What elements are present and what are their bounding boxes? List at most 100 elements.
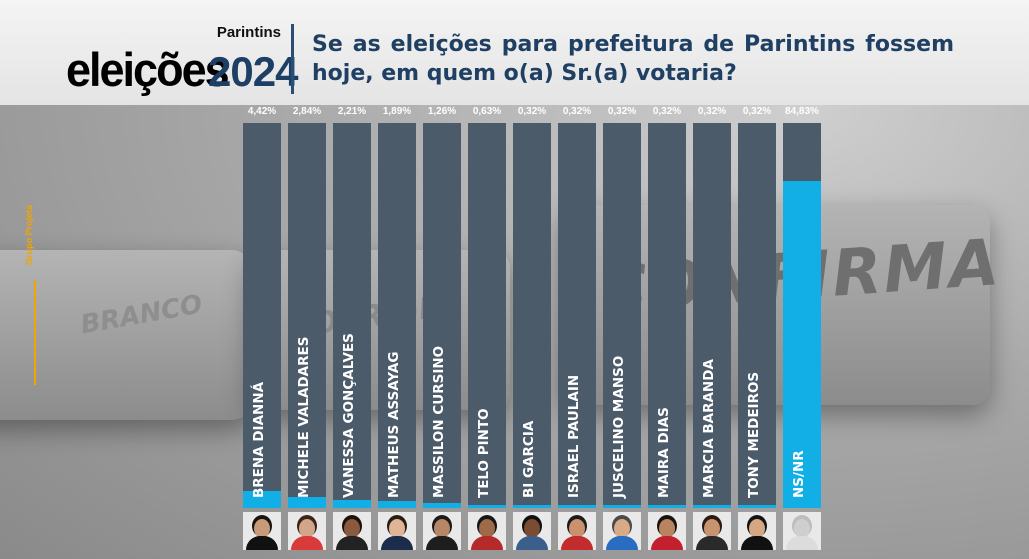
bar-track: ISRAEL PAULAIN: [558, 123, 596, 508]
data-label: 0,32%: [742, 106, 772, 117]
source-line: [34, 280, 36, 385]
bar-track: MATHEUS ASSAYAG: [378, 123, 416, 508]
brand-word: eleições: [66, 42, 230, 97]
bar: [243, 490, 281, 508]
bar-track: TONY MEDEIROS: [738, 123, 776, 508]
photo-body: [741, 536, 773, 550]
category-label: MASSILON CURSINO: [431, 345, 447, 498]
bar-track: MICHELE VALADARES: [288, 123, 326, 508]
photo-face: [254, 519, 270, 538]
photo-face: [569, 519, 585, 538]
data-label: 0,32%: [652, 106, 682, 117]
voting-key-left: [0, 250, 250, 420]
photo-body: [651, 536, 683, 550]
photo-body: [426, 536, 458, 550]
bar-track: MASSILON CURSINO: [423, 123, 461, 508]
category-label: JUSCELINO MANSO: [611, 355, 627, 498]
data-label: 4,42%: [247, 106, 277, 117]
photo-face: [389, 519, 405, 538]
candidate-photo: [288, 512, 326, 550]
bar: [288, 497, 326, 508]
bar: [558, 505, 596, 508]
bar: [603, 505, 641, 508]
photo-body: [696, 536, 728, 550]
candidate-photo: [333, 512, 371, 550]
bar-track: JUSCELINO MANSO: [603, 123, 641, 508]
bar-track: BI GARCIA: [513, 123, 551, 508]
data-label: 0,32%: [517, 106, 547, 117]
bar-track: MARCIA BARANDA: [693, 123, 731, 508]
candidate-photo: [378, 512, 416, 550]
category-label: MAIRA DIAS: [656, 407, 672, 498]
photo-body: [786, 536, 818, 550]
bar-track: VANESSA GONÇALVES: [333, 123, 371, 508]
bar: [783, 181, 821, 508]
photo-body: [606, 536, 638, 550]
photo-body: [516, 536, 548, 550]
data-label: 0,63%: [472, 106, 502, 117]
data-label: 2,21%: [337, 106, 367, 117]
photo-face: [749, 519, 765, 538]
bar: [333, 499, 371, 508]
data-label: 0,32%: [697, 106, 727, 117]
candidate-photo: [513, 512, 551, 550]
photo-body: [561, 536, 593, 550]
data-label: 1,89%: [382, 106, 412, 117]
brand-logo: Parintins eleições 2024: [66, 24, 298, 97]
bar: [693, 505, 731, 508]
bar: [468, 505, 506, 508]
photo-face: [659, 519, 675, 538]
photo-body: [291, 536, 323, 550]
photo-face: [344, 519, 360, 538]
header-divider: [291, 24, 294, 94]
category-label: TELO PINTO: [476, 408, 492, 498]
category-label: ISRAEL PAULAIN: [566, 374, 582, 498]
photo-face: [704, 519, 720, 538]
photo-face: [479, 519, 495, 538]
bar: [513, 505, 551, 508]
bar: [738, 505, 776, 508]
category-label: BRENA DIANNÁ: [251, 381, 267, 498]
category-label: BI GARCIA: [521, 420, 537, 498]
bar: [648, 505, 686, 508]
candidate-photo: [693, 512, 731, 550]
candidate-photo: [648, 512, 686, 550]
photo-body: [381, 536, 413, 550]
candidate-photo: [603, 512, 641, 550]
data-label: 0,32%: [607, 106, 637, 117]
data-label: 84,83%: [785, 106, 819, 117]
category-label: TONY MEDEIROS: [746, 371, 762, 498]
brand-year: 2024: [208, 48, 298, 95]
photo-body: [471, 536, 503, 550]
bar-track: BRENA DIANNÁ: [243, 123, 281, 508]
photo-face: [524, 519, 540, 538]
bar-track: NS/NR: [783, 123, 821, 508]
category-label: MICHELE VALADARES: [296, 336, 312, 498]
category-label: VANESSA GONÇALVES: [341, 333, 357, 498]
data-label: 2,84%: [292, 106, 322, 117]
photo-face: [434, 519, 450, 538]
category-label: MARCIA BARANDA: [701, 359, 717, 498]
candidate-photo: [468, 512, 506, 550]
bar-track: TELO PINTO: [468, 123, 506, 508]
photo-body: [336, 536, 368, 550]
data-label: 0,32%: [562, 106, 592, 117]
candidate-photo: [558, 512, 596, 550]
category-label: MATHEUS ASSAYAG: [386, 351, 402, 498]
candidate-photo: [738, 512, 776, 550]
photo-face: [794, 519, 810, 538]
bar: [423, 503, 461, 508]
bar: [378, 500, 416, 508]
header-backdrop: [0, 0, 1029, 105]
unknown-person-icon: [783, 512, 821, 550]
photo-face: [299, 519, 315, 538]
photo-body: [246, 536, 278, 550]
photo-face: [614, 519, 630, 538]
candidate-photo: [423, 512, 461, 550]
candidate-photo: [243, 512, 281, 550]
chart-title: Se as eleições para prefeitura de Parint…: [312, 32, 954, 86]
data-label: 1,26%: [427, 106, 457, 117]
bar-track: MAIRA DIAS: [648, 123, 686, 508]
category-label: NS/NR: [791, 450, 807, 498]
